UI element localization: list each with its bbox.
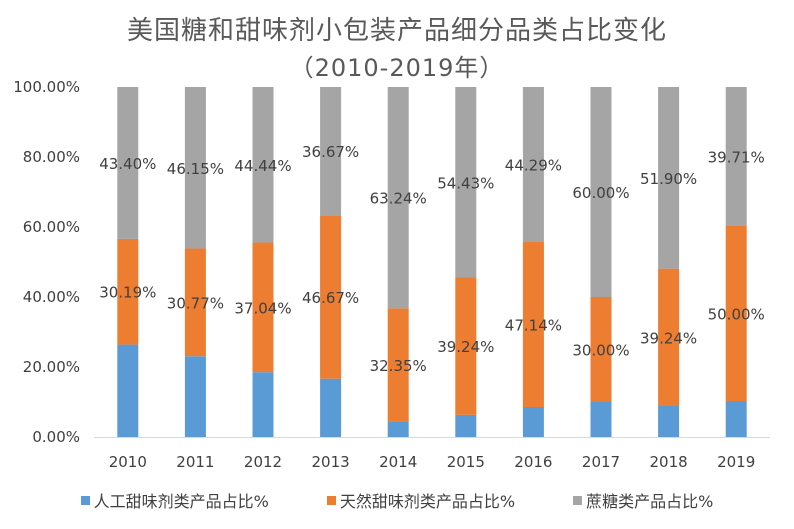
data-label: 37.04%: [234, 299, 291, 317]
bar-segment-artificial: [320, 378, 342, 437]
bar-segment-artificial: [725, 400, 747, 437]
data-label: 36.67%: [302, 143, 359, 161]
data-label: 43.40%: [99, 155, 156, 173]
bar-segment-artificial: [387, 421, 409, 437]
bar-segment-sucrose: [184, 87, 206, 249]
bar-segment-sucrose: [590, 87, 612, 297]
bar-segment-sucrose: [320, 87, 342, 216]
bar-segment-sucrose: [455, 87, 477, 278]
data-label: 39.24%: [437, 338, 494, 356]
data-label: 44.29%: [505, 157, 562, 175]
bar-segment-natural: [590, 297, 612, 402]
bar-segment-sucrose: [252, 87, 274, 243]
legend-swatch-natural: [326, 495, 336, 505]
bar-segment-sucrose: [387, 87, 409, 309]
bar-segment-natural: [725, 225, 747, 401]
bar-segment-artificial: [455, 414, 477, 437]
y-tick-label: 20.00%: [23, 358, 80, 376]
data-label: 54.43%: [437, 174, 494, 192]
bar-segment-sucrose: [658, 87, 680, 269]
bar-segment-natural: [184, 248, 206, 357]
legend-label-natural: 天然甜味剂类产品占比%: [339, 492, 516, 511]
bar-segment-natural: [252, 242, 274, 373]
y-tick-label: 40.00%: [23, 288, 80, 306]
data-label: 46.67%: [302, 289, 359, 307]
legend-swatch-sucrose: [573, 495, 583, 505]
x-tick-label: 2010: [109, 453, 147, 471]
data-label: 63.24%: [370, 190, 427, 208]
x-tick-label: 2016: [514, 453, 552, 471]
bar-segment-natural: [320, 215, 342, 379]
bar-segment-artificial: [252, 372, 274, 437]
data-label: 30.19%: [99, 284, 156, 302]
data-label: 39.24%: [640, 329, 697, 347]
y-tick-label: 100.00%: [13, 78, 80, 96]
data-label: 46.15%: [167, 160, 224, 178]
data-label: 44.44%: [234, 157, 291, 175]
data-label: 50.00%: [708, 305, 765, 323]
x-tick-label: 2017: [582, 453, 620, 471]
chart-subtitle: （2010-2019年）: [289, 54, 505, 82]
bar-segment-artificial: [117, 344, 139, 437]
legend-label-artificial: 人工甜味剂类产品占比%: [93, 492, 269, 511]
bar-segment-natural: [522, 242, 544, 408]
x-tick-label: 2012: [244, 453, 282, 471]
bar-segment-artificial: [658, 405, 680, 437]
data-label: 32.35%: [370, 357, 427, 375]
data-label: 30.77%: [167, 294, 224, 312]
bar-segment-artificial: [590, 402, 612, 437]
bar-segment-sucrose: [522, 87, 544, 243]
data-label: 51.90%: [640, 170, 697, 188]
chart-title: 美国糖和甜味剂小包装产品细分品类占比变化: [126, 16, 667, 46]
bar-segment-sucrose: [725, 87, 747, 226]
x-tick-label: 2015: [447, 453, 485, 471]
legend: 人工甜味剂类产品占比% 天然甜味剂类产品占比% 蔗糖类产品占比%: [0, 488, 794, 512]
bar-segment-sucrose: [117, 87, 139, 239]
legend-item-artificial: 人工甜味剂类产品占比%: [80, 488, 269, 512]
bar-segment-artificial: [522, 407, 544, 437]
legend-item-sucrose: 蔗糖类产品占比%: [573, 488, 713, 512]
x-tick-label: 2011: [176, 453, 214, 471]
legend-label-sucrose: 蔗糖类产品占比%: [586, 492, 714, 511]
y-tick-label: 0.00%: [32, 428, 80, 446]
bar-segment-natural: [658, 268, 680, 406]
bar-segment-natural: [455, 277, 477, 415]
legend-swatch-artificial: [80, 495, 90, 505]
bar-segment-natural: [117, 238, 139, 345]
bar-segment-natural: [387, 308, 409, 422]
y-tick-label: 60.00%: [23, 218, 80, 236]
x-tick-label: 2014: [379, 453, 417, 471]
data-label: 39.71%: [708, 148, 765, 166]
x-tick-label: 2013: [312, 453, 350, 471]
data-label: 60.00%: [572, 184, 629, 202]
data-label: 30.00%: [572, 342, 629, 360]
x-tick-label: 2019: [717, 453, 755, 471]
data-label: 47.14%: [505, 317, 562, 335]
legend-item-natural: 天然甜味剂类产品占比%: [326, 488, 516, 512]
bar-segment-artificial: [184, 356, 206, 437]
y-tick-label: 80.00%: [23, 148, 80, 166]
x-tick-label: 2018: [650, 453, 688, 471]
